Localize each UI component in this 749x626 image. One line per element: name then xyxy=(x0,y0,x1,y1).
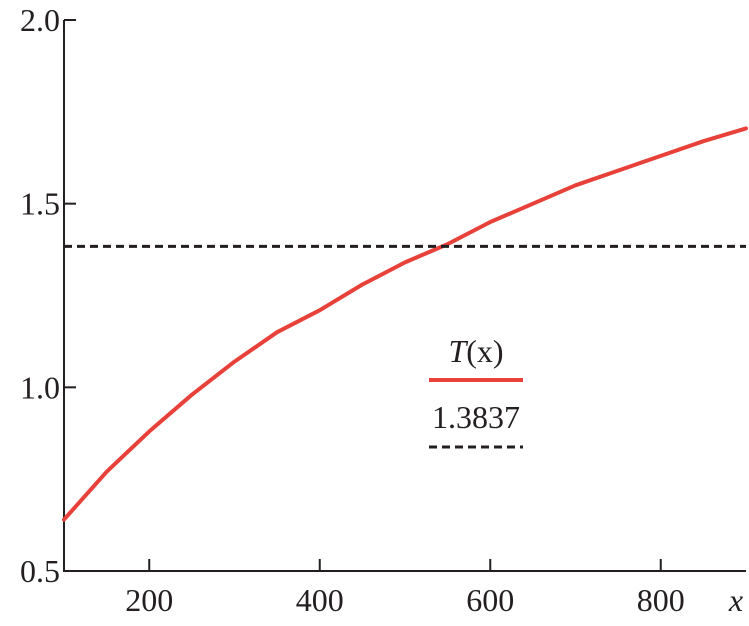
x-tick-label: 200 xyxy=(125,582,173,618)
y-tick-label: 0.5 xyxy=(20,553,60,589)
series-line-t-x xyxy=(62,126,748,522)
axes-frame xyxy=(63,20,746,572)
y-tick-label: 2.0 xyxy=(20,2,60,38)
series-layer xyxy=(62,126,748,522)
x-axis-label: x xyxy=(728,582,743,618)
x-tick-label: 800 xyxy=(637,582,685,618)
y-axis-ticks: 0.5 1.0 1.5 2.0 xyxy=(20,2,76,589)
legend-label-t-x-name: T xyxy=(448,333,468,369)
x-tick-label: 600 xyxy=(466,582,514,618)
legend-label-t-x-arg: (x) xyxy=(466,333,503,369)
legend-label-t-x: T(x) xyxy=(448,333,503,369)
x-axis-ticks: 200 400 600 800 xyxy=(125,559,685,618)
legend-label-constant: 1.3837 xyxy=(432,399,520,435)
legend: T(x) 1.3837 xyxy=(429,333,523,449)
y-tick-label: 1.5 xyxy=(20,186,60,222)
x-tick-label: 400 xyxy=(296,582,344,618)
y-tick-label: 1.0 xyxy=(20,369,60,405)
